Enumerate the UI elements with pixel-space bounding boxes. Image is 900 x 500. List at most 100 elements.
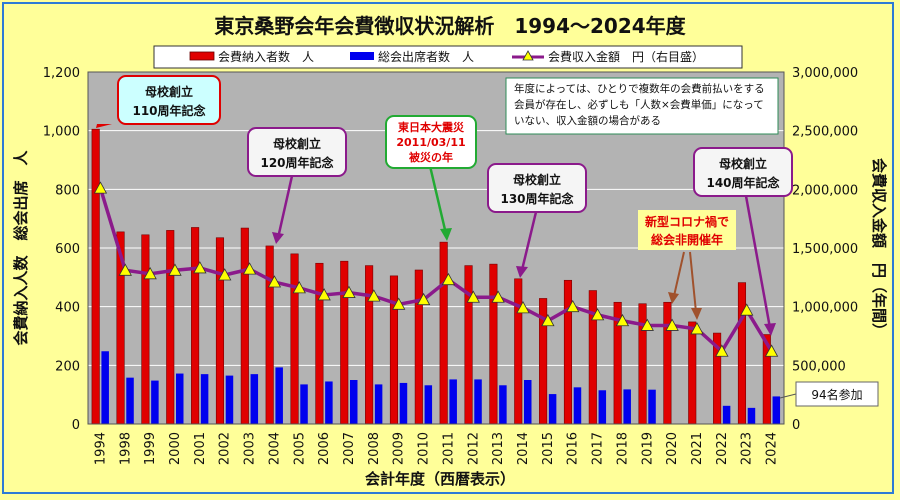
right-tick-label: 1,500,000 [792, 242, 858, 257]
callout-earthquake-text: 東日本大震災 2011/03/11 被災の年 [396, 120, 465, 164]
income-marker [317, 288, 331, 301]
bar-attendees [325, 381, 333, 424]
line-series [93, 181, 779, 357]
x-tick-label: 2007 [342, 432, 357, 465]
bar-attendees [151, 380, 159, 424]
bar-members [191, 227, 200, 425]
bar-members [439, 241, 448, 425]
income-marker [715, 344, 729, 357]
bar-members [663, 301, 672, 425]
x-tick-label: 2019 [640, 432, 655, 465]
bar-attendees [499, 385, 507, 424]
bar-members [563, 279, 573, 425]
legend-box [153, 45, 743, 69]
x-tick-label: 2001 [193, 432, 208, 465]
callout-130: 母校創立 130周年記念 [487, 163, 587, 278]
income-marker [392, 297, 406, 310]
bar-attendees [399, 382, 408, 424]
right-tick-label: 0 [792, 418, 800, 433]
income-marker [590, 308, 605, 321]
left-axis-ticks: 0 200 400 600 800 1,000 1,200 [43, 66, 80, 433]
bar-attendees [275, 367, 283, 424]
income-marker [342, 285, 356, 298]
x-tick-label: 2010 [417, 432, 432, 465]
x-tick-label: 2011 [441, 432, 456, 465]
legend: 会費納入者数 人 総会出席者数 人 会費収入金額 円（右目盛） [153, 45, 743, 69]
bar-attendees [772, 396, 781, 424]
bar-members [365, 265, 374, 425]
callout-140-text: 母校創立 140周年記念 [706, 156, 779, 190]
income-marker [193, 261, 207, 274]
x-tick-label: 2015 [541, 432, 556, 465]
bar-members [340, 260, 349, 425]
bar-attendees [200, 374, 209, 424]
callout-94-text: 94名参加 [811, 387, 862, 402]
bar-members [588, 290, 597, 425]
bar-members [464, 265, 473, 425]
x-tick-label: 2016 [566, 432, 581, 465]
callout-94: 94名参加 [779, 381, 879, 407]
right-tick-label: 500,000 [792, 359, 846, 374]
bar-members [489, 263, 498, 425]
callout-covid-text: 新型コロナ禍で総会非開催年 [645, 214, 729, 247]
left-tick-label: 0 [72, 418, 80, 433]
income-marker [93, 181, 108, 194]
x-tick-label: 2005 [292, 432, 307, 465]
callout-covid-box [638, 210, 736, 250]
callout-110-text: 母校創立 110周年記念 [132, 84, 205, 118]
bar-members [389, 275, 399, 425]
note-text: 年度によっては、ひとりで複数年の会費前払いをする会員が存在し、必ずしも「人数×会… [514, 82, 765, 127]
x-axis-ticks: 1994 1998 1999 2000 2001 2002 2003 2004 2005 2006… [93, 432, 779, 465]
bar-attendees [126, 377, 134, 424]
right-tick-label: 2,500,000 [792, 125, 858, 140]
bar-attendees [101, 351, 109, 424]
bar-attendees [548, 394, 557, 424]
income-marker [218, 268, 232, 281]
income-marker [615, 313, 630, 327]
note-box: 年度によっては、ひとりで複数年の会費前払いをする会員が存在し、必ずしも「人数×会… [505, 77, 779, 135]
income-marker [740, 303, 754, 316]
bar-attendees [250, 374, 259, 424]
income-marker [367, 289, 381, 302]
income-marker [764, 344, 779, 357]
income-marker [516, 301, 530, 314]
callout-120: 母校創立 120周年記念 [247, 127, 347, 244]
income-line [98, 187, 774, 354]
callout-earthquake-box [385, 115, 477, 169]
x-tick-label: 2022 [715, 432, 730, 465]
legend-swatch-income-marker [522, 50, 534, 61]
chart-title: 東京桑野会年会費徴収状況解析 1994～2024年度 [214, 14, 686, 38]
bar-attendees [424, 385, 433, 424]
bar-members [688, 321, 697, 425]
income-marker [640, 318, 654, 331]
bar-attendees [300, 384, 308, 424]
bar-attendees [747, 407, 756, 424]
x-tick-label: 2017 [591, 432, 606, 465]
x-tick-label: 2008 [367, 432, 382, 465]
left-axis-title: 会費納入人数 総会出席 人 [12, 150, 30, 346]
bar-members [514, 278, 523, 425]
x-tick-label: 2000 [168, 432, 183, 465]
bar-series [91, 128, 781, 425]
income-marker [690, 322, 704, 335]
x-tick-label: 2003 [243, 432, 258, 465]
callout-130-box [487, 163, 587, 213]
note-box-frame [505, 77, 779, 135]
legend-label-attendees: 総会出席者数 人 [378, 49, 474, 64]
legend-label-income: 会費収入金額 円（右目盛） [548, 49, 704, 64]
right-tick-label: 2,000,000 [792, 183, 858, 198]
bar-attendees [449, 379, 457, 424]
right-axis-ticks: 0 500,000 1,000,000 1,500,000 2,000,000 2,500… [792, 66, 858, 433]
bar-members [141, 234, 150, 425]
income-marker [267, 275, 282, 288]
x-tick-label: 1999 [143, 432, 158, 465]
callout-covid: 新型コロナ禍で総会非開催年 [638, 210, 736, 320]
bar-attendees [623, 389, 631, 424]
bar-members [240, 227, 249, 425]
callout-110-box [117, 75, 221, 125]
x-tick-label: 2013 [491, 432, 506, 465]
bar-attendees [524, 380, 532, 424]
right-tick-label: 1,000,000 [792, 301, 858, 316]
x-tick-label: 1994 [93, 432, 108, 465]
